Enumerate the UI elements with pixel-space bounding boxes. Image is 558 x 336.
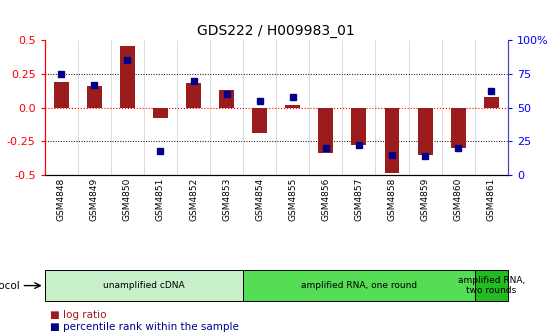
Bar [451,108,465,148]
Text: amplified RNA,
two rounds: amplified RNA, two rounds [458,276,525,295]
Text: ■ log ratio: ■ log ratio [50,309,107,320]
Bar [417,108,432,155]
Bar [54,82,69,108]
Bar [384,108,400,173]
Bar [87,86,102,108]
Text: ■ percentile rank within the sample: ■ percentile rank within the sample [50,322,239,332]
Bar [352,108,367,145]
FancyBboxPatch shape [475,270,508,301]
Bar [153,108,168,118]
Bar [252,108,267,133]
Bar [219,90,234,108]
Bar [319,108,333,153]
Bar [484,97,499,108]
Bar [186,83,201,108]
FancyBboxPatch shape [243,270,475,301]
FancyBboxPatch shape [45,270,243,301]
Text: protocol: protocol [0,281,20,291]
Text: amplified RNA, one round: amplified RNA, one round [301,281,417,290]
Bar [285,105,300,108]
Title: GDS222 / H009983_01: GDS222 / H009983_01 [198,24,355,38]
Text: unamplified cDNA: unamplified cDNA [103,281,185,290]
Bar [120,46,135,108]
